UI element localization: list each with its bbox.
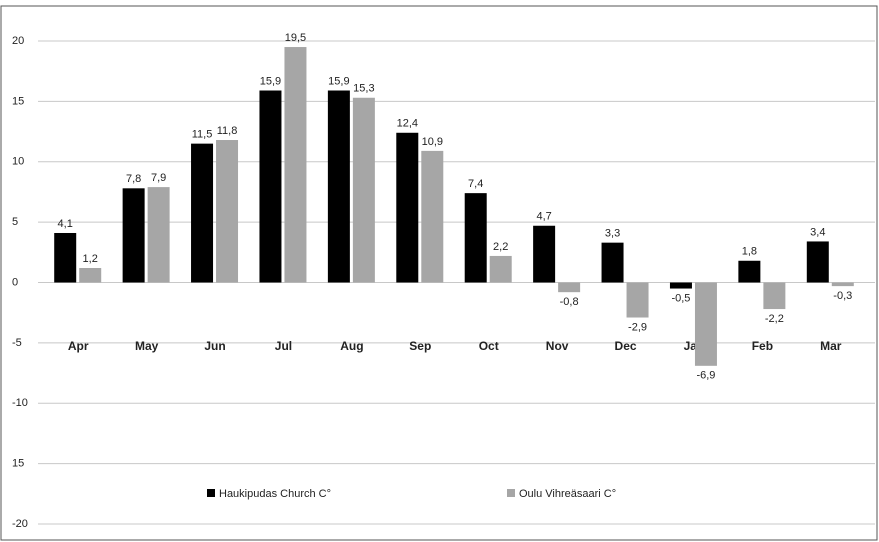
value-label: 19,5 (285, 32, 306, 44)
bar (806, 241, 829, 283)
bar (763, 282, 786, 310)
legend-swatch (507, 489, 515, 497)
value-label: -2,2 (765, 313, 784, 325)
value-label: 1,2 (83, 253, 98, 265)
x-tick-label: Nov (546, 339, 569, 353)
x-tick-label: Jun (204, 339, 225, 353)
y-tick-label: 15 (12, 95, 24, 107)
value-label: 7,8 (126, 173, 141, 185)
x-tick-label: Mar (820, 339, 842, 353)
value-label: -0,3 (833, 290, 852, 302)
x-tick-label: Dec (615, 339, 637, 353)
bar (216, 140, 239, 283)
value-label: 10,9 (422, 136, 443, 148)
value-label: 15,3 (353, 83, 374, 95)
bar (327, 90, 350, 283)
value-label: 11,5 (192, 129, 213, 141)
bar (669, 282, 692, 289)
x-tick-label: Sep (409, 339, 431, 353)
bar (421, 150, 444, 283)
legend-swatch (207, 489, 215, 497)
value-label: 2,2 (493, 241, 508, 253)
bar (694, 282, 717, 366)
bar (147, 187, 170, 283)
value-label: -0,8 (560, 296, 579, 308)
bar (352, 97, 375, 283)
value-label: -0,5 (671, 292, 690, 304)
bar (558, 282, 581, 293)
x-tick-label: Oct (479, 339, 499, 353)
value-label: -6,9 (696, 370, 715, 382)
bar (122, 188, 145, 283)
bar (79, 268, 102, 283)
bar (738, 260, 761, 283)
y-tick-label: 15 (12, 458, 24, 470)
value-label: 7,9 (151, 172, 166, 184)
value-label: 15,9 (260, 75, 281, 87)
bar (284, 47, 307, 283)
value-label: 4,1 (58, 218, 73, 230)
bar (54, 232, 77, 283)
y-tick-label: 5 (12, 216, 18, 228)
value-label: 4,7 (536, 211, 551, 223)
bar (191, 143, 214, 283)
bar (259, 90, 282, 283)
bar (533, 225, 556, 283)
bar (396, 132, 419, 283)
y-tick-label: 0 (12, 276, 18, 288)
bar (831, 282, 854, 287)
y-tick-label: -20 (12, 518, 28, 530)
legend-label: Oulu Vihreäsaari C° (519, 488, 616, 500)
y-tick-label: -5 (12, 337, 22, 349)
x-tick-label: Feb (752, 339, 773, 353)
value-label: 1,8 (742, 246, 757, 258)
x-tick-label: Jul (275, 339, 292, 353)
bar (489, 255, 512, 283)
bar (601, 242, 624, 283)
value-label: 3,3 (605, 228, 620, 240)
bar (626, 282, 649, 318)
y-tick-label: 20 (12, 35, 24, 47)
value-label: 3,4 (810, 226, 825, 238)
y-tick-label: 10 (12, 156, 24, 168)
y-tick-label: -10 (12, 397, 28, 409)
x-tick-label: Apr (68, 339, 89, 353)
value-label: 7,4 (468, 178, 483, 190)
value-label: 12,4 (397, 118, 418, 130)
value-label: -2,9 (628, 321, 647, 333)
value-label: 15,9 (328, 75, 349, 87)
x-tick-label: Aug (340, 339, 363, 353)
x-tick-label: May (135, 339, 159, 353)
legend-label: Haukipudas Church C° (219, 488, 331, 500)
value-label: 11,8 (217, 125, 238, 137)
bar (464, 193, 487, 283)
